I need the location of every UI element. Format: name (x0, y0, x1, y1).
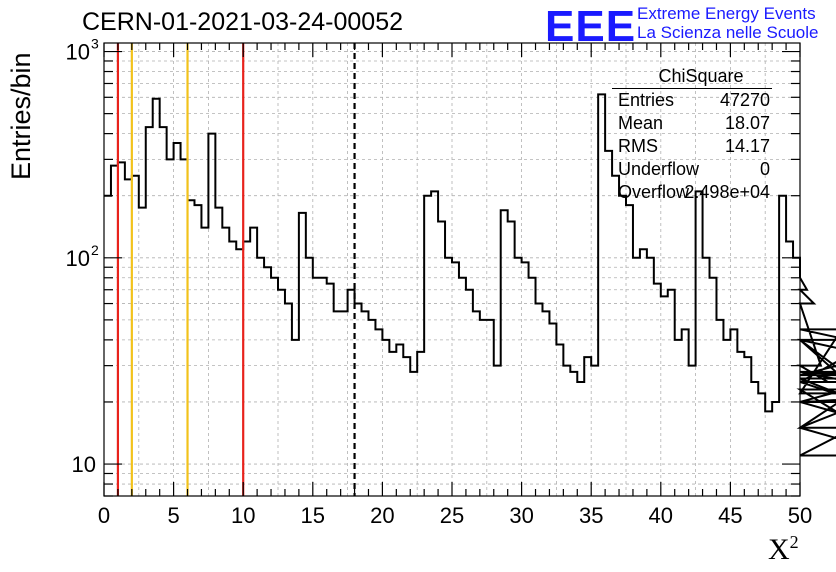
eee-logo: EEE (545, 2, 637, 51)
chart-title: CERN-01-2021-03-24-00052 (82, 8, 404, 36)
x-tick-label: 0 (98, 503, 110, 528)
org-name-line1: Extreme Energy Events (637, 4, 816, 23)
y-tick-label: 10 (66, 40, 90, 65)
x-tick-label: 45 (718, 503, 742, 528)
stats-key: Underflow (618, 159, 700, 179)
stats-key: Mean (618, 113, 664, 133)
stats-row-entries: Entries 47270 (612, 89, 772, 112)
y-tick-label: 10 (66, 246, 90, 271)
stats-key: Entries (618, 90, 675, 110)
stats-box: ChiSquare Entries 47270 Mean 18.07 RMS 14.1… (612, 66, 772, 204)
stats-row-underflow: Underflow 0 (612, 158, 772, 181)
org-name-line2: La Scienza nelle Scuole (637, 23, 819, 42)
x-tick-label: 40 (649, 503, 673, 528)
cut-markers (116, 43, 356, 496)
y-axis-label: Entries/bin (6, 52, 36, 180)
stats-key: RMS (618, 136, 658, 156)
x-tick-label: 5 (167, 503, 179, 528)
stats-row-overflow: Overflow 2.498e+04 (612, 181, 772, 204)
x-tick-label: 15 (301, 503, 325, 528)
stats-row-mean: Mean 18.07 (612, 112, 772, 135)
x-tick-label: 25 (440, 503, 464, 528)
stats-row-rms: RMS 14.17 (612, 135, 772, 158)
x-tick-label: 50 (788, 503, 812, 528)
stats-value: 2.498e+04 (684, 182, 770, 202)
x-tick-label: 20 (370, 503, 394, 528)
y-tick-exponent: 2 (91, 242, 99, 258)
stats-key: Overflow (618, 182, 690, 202)
axis-ticks (103, 43, 801, 497)
stats-value: 18.07 (724, 113, 770, 133)
x-tick-label: 35 (579, 503, 603, 528)
stats-value: 47270 (719, 90, 770, 110)
stats-title: ChiSquare (612, 66, 772, 89)
x-axis-label: X2 (768, 532, 799, 566)
x-tick-label: 10 (231, 503, 255, 528)
stats-value: 0 (759, 159, 770, 179)
y-tick-exponent: 3 (91, 36, 99, 52)
x-tick-label: 30 (509, 503, 533, 528)
y-tick-label: 10 (72, 452, 96, 477)
histogram-series (104, 93, 836, 457)
stats-value: 14.17 (724, 136, 770, 156)
histogram-line (104, 93, 836, 457)
